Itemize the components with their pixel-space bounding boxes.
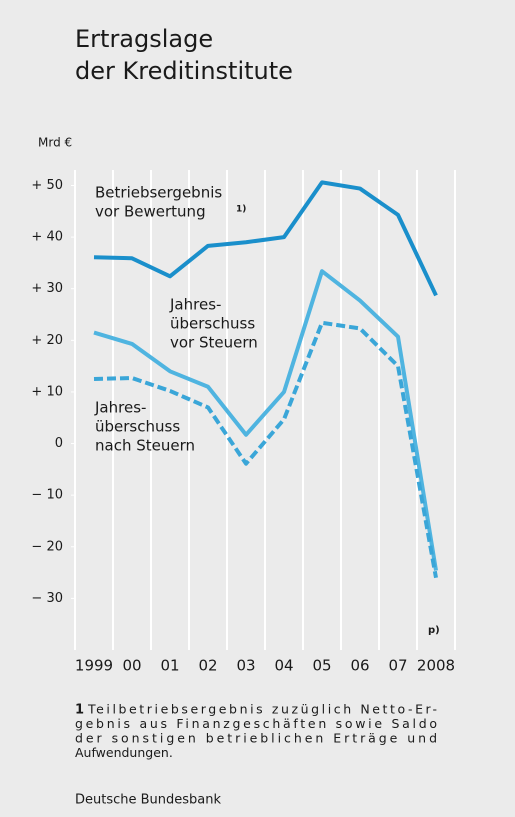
footnote-line: Aufwendungen.: [75, 745, 173, 760]
y-tick-label: + 30: [31, 281, 63, 296]
x-tick-label: 00: [122, 657, 141, 675]
y-tick-label: − 10: [31, 488, 63, 503]
series-label: überschuss: [95, 418, 180, 436]
x-tick-label: 06: [350, 657, 369, 675]
chart-title: der Kreditinstitute: [75, 57, 293, 85]
series-line: [93, 269, 438, 571]
x-tick-label: 03: [236, 657, 255, 675]
series-label: Jahres-: [94, 399, 146, 417]
footnote-line: der sonstigen betrieblichen Erträge und: [75, 731, 437, 746]
y-unit: Mrd €: [38, 136, 72, 150]
series-label: überschuss: [170, 315, 255, 333]
x-tick-label: 04: [274, 657, 293, 675]
series-label: vor Steuern: [170, 334, 258, 352]
x-tick-label: 2008: [417, 657, 455, 675]
y-tick-label: + 40: [31, 230, 63, 245]
series-line: [93, 180, 438, 297]
x-tick-label: 02: [198, 657, 217, 675]
footnote-line: gebnis aus Finanzgeschäften sowie Saldo: [75, 716, 437, 731]
chart-title: Ertragslage: [75, 25, 213, 53]
source: Deutsche Bundesbank: [75, 793, 222, 808]
y-tick-label: − 20: [31, 539, 63, 554]
annotation: p): [428, 625, 440, 636]
series-line: [93, 320, 438, 579]
x-tick-label: 07: [388, 657, 407, 675]
y-tick-label: − 30: [31, 591, 63, 606]
y-tick-label: + 50: [31, 178, 63, 193]
series-label: Jahres-: [169, 296, 221, 314]
series-label: Betriebsergebnis: [95, 184, 222, 202]
x-tick-label: 1999: [75, 657, 113, 675]
series-label: vor Bewertung: [95, 203, 206, 221]
y-tick-label: + 10: [31, 384, 63, 399]
x-tick-label: 05: [312, 657, 331, 675]
series-label: nach Steuern: [95, 437, 195, 455]
series-label-note: 1): [236, 205, 246, 215]
y-tick-label: 0: [55, 436, 63, 451]
y-tick-label: + 20: [31, 333, 63, 348]
x-tick-label: 01: [160, 657, 179, 675]
footnote-number: 1: [75, 703, 84, 718]
footnote-line: Teilbetriebsergebnis zuzüglich Netto-Er-: [87, 702, 437, 717]
